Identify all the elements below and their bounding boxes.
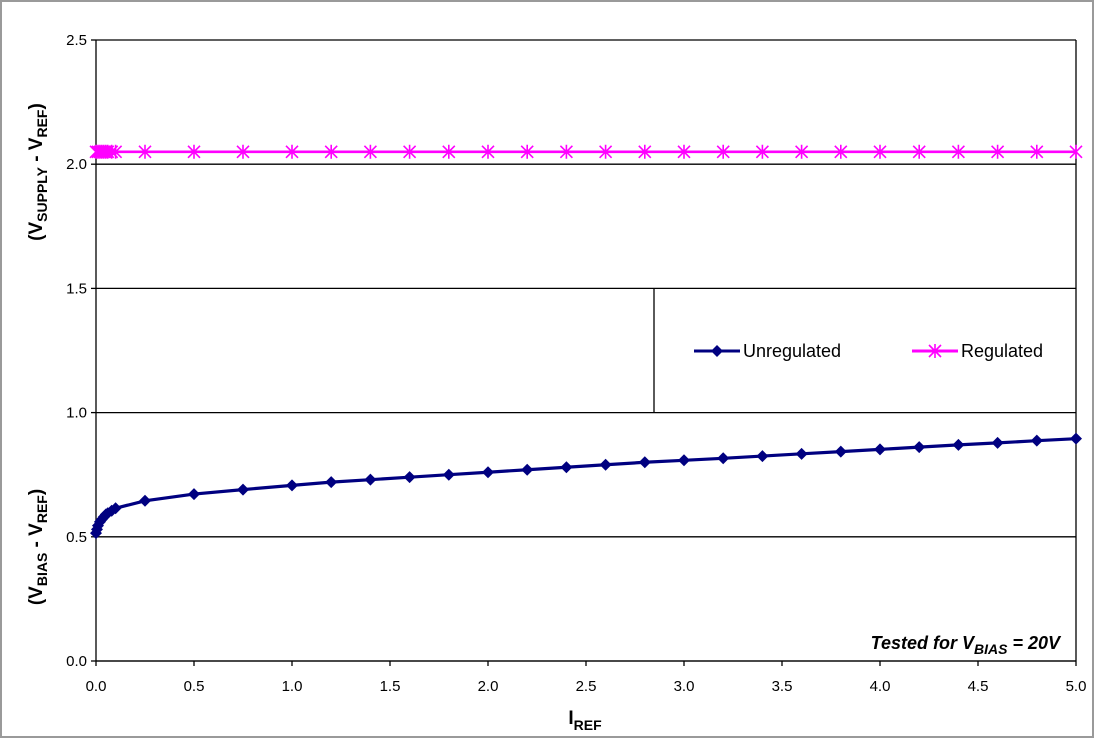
y-tick-label: 2.5 (66, 32, 87, 49)
data-point-unregulated (991, 436, 1004, 449)
data-point-regulated (834, 144, 848, 159)
x-axis-title: IREF (568, 708, 602, 733)
x-tick-label: 4.0 (870, 678, 891, 695)
data-point-unregulated (756, 450, 769, 463)
data-point-regulated (403, 144, 417, 159)
test-condition-note: Tested for VBIAS = 20V (871, 633, 1062, 657)
data-point-regulated (638, 144, 652, 159)
x-tick-label: 1.0 (282, 678, 303, 695)
data-point-regulated (109, 144, 123, 159)
data-point-unregulated (834, 445, 847, 458)
data-point-regulated (442, 144, 456, 159)
data-point-regulated (912, 144, 926, 159)
data-point-unregulated (521, 463, 534, 476)
y-axis-title-lower: (VBIAS - VREF) (26, 489, 50, 605)
data-point-regulated (559, 144, 573, 159)
x-tick-label: 5.0 (1066, 678, 1087, 695)
data-point-unregulated (286, 479, 298, 492)
data-point-regulated (1069, 144, 1083, 159)
data-point-regulated (324, 144, 338, 159)
legend-item-unregulated: Unregulated (694, 341, 841, 361)
data-point-unregulated (482, 466, 494, 479)
data-point-regulated (99, 144, 113, 159)
y-axis-title-upper: (VSUPPLY - VREF) (26, 103, 50, 241)
data-point-unregulated (874, 443, 886, 456)
y-tick-label: 2.0 (66, 156, 87, 173)
data-point-unregulated (560, 461, 573, 474)
series-unregulated (90, 432, 1082, 540)
data-point-regulated (795, 144, 809, 159)
x-tick-label: 3.5 (772, 678, 793, 695)
data-point-regulated (138, 144, 152, 159)
x-tick-label: 1.5 (380, 678, 401, 695)
data-point-unregulated (403, 471, 416, 484)
x-tick-label: 2.5 (576, 678, 597, 695)
data-point-unregulated (237, 483, 249, 496)
data-point-unregulated (913, 441, 926, 454)
data-point-regulated (991, 144, 1005, 159)
data-point-regulated (951, 144, 965, 159)
data-point-regulated (716, 144, 730, 159)
x-tick-label: 0.0 (86, 678, 107, 695)
data-point-regulated (363, 144, 377, 159)
data-point-unregulated (717, 452, 730, 465)
data-point-regulated (187, 144, 201, 159)
data-point-unregulated (1030, 434, 1043, 447)
y-tick-label: 1.5 (66, 280, 87, 297)
data-point-regulated (520, 144, 534, 159)
data-point-unregulated (795, 447, 808, 460)
data-point-regulated (873, 144, 887, 159)
data-point-regulated (481, 144, 495, 159)
data-point-unregulated (188, 488, 200, 501)
legend-marker-unregulated (711, 345, 723, 357)
data-point-unregulated (638, 456, 651, 469)
tick-labels: 0.0 0.5 1.0 1.5 2.0 2.5 0.0 0.5 1.0 1.5 2.0 2.5 3.0 3… (66, 32, 1086, 695)
legend: Unregulated Regulated (694, 341, 1043, 361)
legend-label-regulated: Regulated (961, 341, 1043, 361)
legend-label-unregulated: Unregulated (743, 341, 841, 361)
series-layer (89, 144, 1083, 540)
legend-marker-regulated (928, 344, 942, 358)
legend-item-regulated: Regulated (912, 341, 1043, 361)
y-tick-label: 1.0 (66, 405, 87, 422)
x-tick-label: 4.5 (968, 678, 989, 695)
data-point-unregulated (139, 494, 151, 507)
data-point-regulated (236, 144, 250, 159)
data-point-regulated (285, 144, 299, 159)
y-tick-label: 0.5 (66, 529, 87, 546)
data-point-unregulated (1070, 432, 1082, 445)
data-point-unregulated (325, 476, 338, 489)
data-point-regulated (599, 144, 613, 159)
data-point-regulated (755, 144, 769, 159)
data-point-unregulated (109, 502, 122, 515)
series-regulated (89, 144, 1083, 159)
x-tick-label: 3.0 (674, 678, 695, 695)
data-point-regulated (677, 144, 691, 159)
data-point-regulated (1030, 144, 1044, 159)
data-point-unregulated (599, 458, 612, 471)
data-point-unregulated (678, 454, 690, 467)
data-point-unregulated (364, 473, 377, 486)
x-tick-label: 2.0 (478, 678, 499, 695)
data-point-unregulated (442, 468, 455, 481)
data-point-unregulated (952, 438, 965, 451)
x-tick-label: 0.5 (184, 678, 205, 695)
y-tick-label: 0.0 (66, 653, 87, 670)
